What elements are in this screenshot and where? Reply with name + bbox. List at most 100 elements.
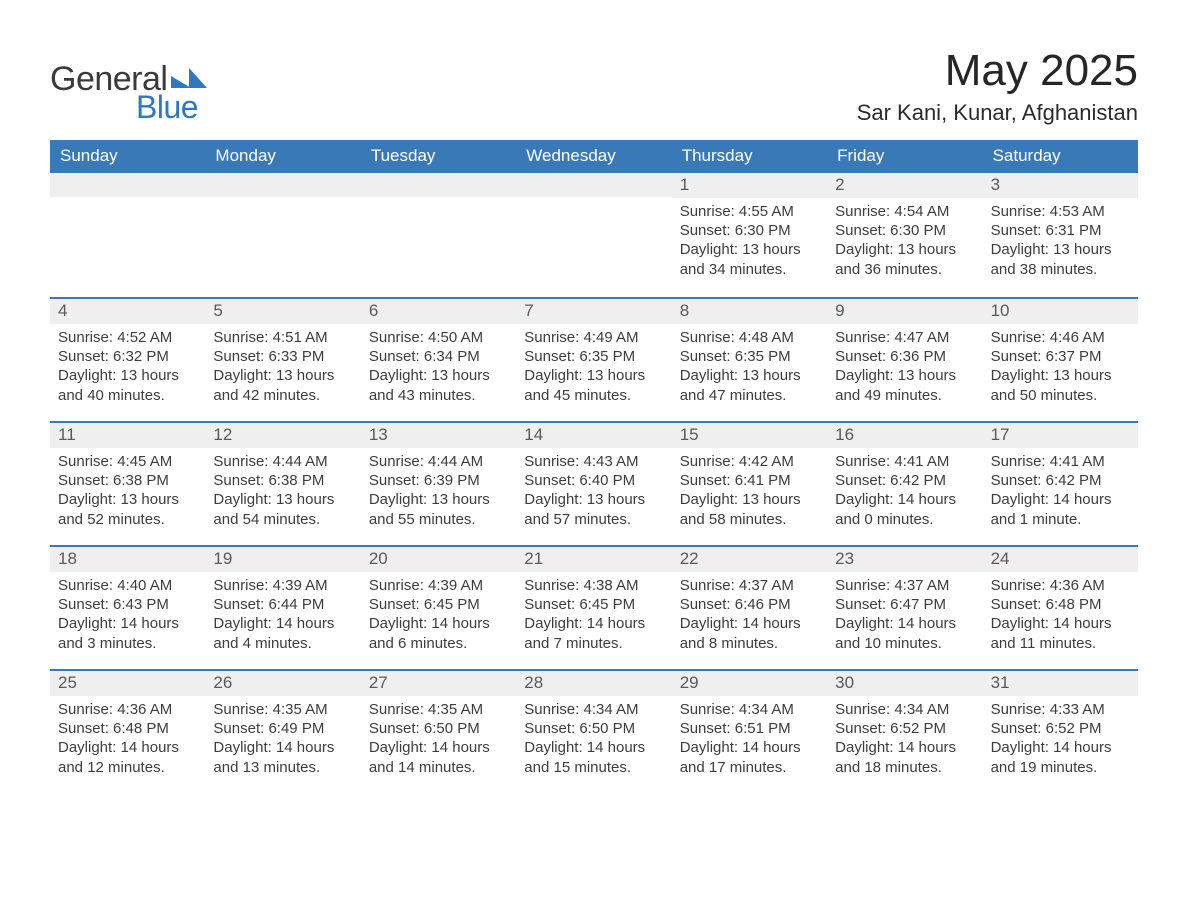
day-details: Sunrise: 4:49 AMSunset: 6:35 PMDaylight:… [516, 324, 671, 411]
sunrise-text: Sunrise: 4:44 AM [369, 452, 508, 471]
daylight-text: Daylight: 13 hours and 40 minutes. [58, 366, 197, 404]
calendar-page: General Blue May 2025 Sar Kani, Kunar, A… [0, 0, 1188, 918]
header-row: General Blue May 2025 Sar Kani, Kunar, A… [50, 46, 1138, 126]
month-title: May 2025 [857, 46, 1138, 96]
sunrise-text: Sunrise: 4:33 AM [991, 700, 1130, 719]
daylight-text: Daylight: 14 hours and 11 minutes. [991, 614, 1130, 652]
sunset-text: Sunset: 6:51 PM [680, 719, 819, 738]
calendar-cell: 7Sunrise: 4:49 AMSunset: 6:35 PMDaylight… [516, 297, 671, 421]
sunset-text: Sunset: 6:50 PM [524, 719, 663, 738]
day-details: Sunrise: 4:37 AMSunset: 6:46 PMDaylight:… [672, 572, 827, 659]
sunrise-text: Sunrise: 4:37 AM [680, 576, 819, 595]
sunset-text: Sunset: 6:45 PM [524, 595, 663, 614]
daylight-text: Daylight: 14 hours and 6 minutes. [369, 614, 508, 652]
calendar-cell [516, 173, 671, 297]
sunset-text: Sunset: 6:42 PM [835, 471, 974, 490]
calendar-cell: 27Sunrise: 4:35 AMSunset: 6:50 PMDayligh… [361, 669, 516, 793]
daylight-text: Daylight: 13 hours and 57 minutes. [524, 490, 663, 528]
sunset-text: Sunset: 6:41 PM [680, 471, 819, 490]
day-details: Sunrise: 4:38 AMSunset: 6:45 PMDaylight:… [516, 572, 671, 659]
calendar-cell: 19Sunrise: 4:39 AMSunset: 6:44 PMDayligh… [205, 545, 360, 669]
title-block: May 2025 Sar Kani, Kunar, Afghanistan [857, 46, 1138, 126]
sunset-text: Sunset: 6:38 PM [58, 471, 197, 490]
sunset-text: Sunset: 6:47 PM [835, 595, 974, 614]
daylight-text: Daylight: 14 hours and 7 minutes. [524, 614, 663, 652]
calendar-grid: SundayMondayTuesdayWednesdayThursdayFrid… [50, 140, 1138, 793]
sunrise-text: Sunrise: 4:51 AM [213, 328, 352, 347]
calendar-cell: 10Sunrise: 4:46 AMSunset: 6:37 PMDayligh… [983, 297, 1138, 421]
day-number: 23 [827, 547, 982, 572]
day-details: Sunrise: 4:36 AMSunset: 6:48 PMDaylight:… [50, 696, 205, 783]
calendar-cell: 30Sunrise: 4:34 AMSunset: 6:52 PMDayligh… [827, 669, 982, 793]
day-details: Sunrise: 4:34 AMSunset: 6:50 PMDaylight:… [516, 696, 671, 783]
day-details: Sunrise: 4:52 AMSunset: 6:32 PMDaylight:… [50, 324, 205, 411]
sunset-text: Sunset: 6:44 PM [213, 595, 352, 614]
day-details: Sunrise: 4:41 AMSunset: 6:42 PMDaylight:… [983, 448, 1138, 535]
sunset-text: Sunset: 6:50 PM [369, 719, 508, 738]
day-details: Sunrise: 4:35 AMSunset: 6:49 PMDaylight:… [205, 696, 360, 783]
day-number: 19 [205, 547, 360, 572]
sunrise-text: Sunrise: 4:34 AM [835, 700, 974, 719]
calendar-cell [50, 173, 205, 297]
day-details: Sunrise: 4:39 AMSunset: 6:45 PMDaylight:… [361, 572, 516, 659]
dayhead-sunday: Sunday [50, 140, 205, 173]
day-number: 28 [516, 671, 671, 696]
daylight-text: Daylight: 13 hours and 47 minutes. [680, 366, 819, 404]
dayhead-monday: Monday [205, 140, 360, 173]
day-details: Sunrise: 4:53 AMSunset: 6:31 PMDaylight:… [983, 198, 1138, 285]
daylight-text: Daylight: 13 hours and 55 minutes. [369, 490, 508, 528]
day-details: Sunrise: 4:42 AMSunset: 6:41 PMDaylight:… [672, 448, 827, 535]
day-details: Sunrise: 4:34 AMSunset: 6:51 PMDaylight:… [672, 696, 827, 783]
sunrise-text: Sunrise: 4:42 AM [680, 452, 819, 471]
dayhead-saturday: Saturday [983, 140, 1138, 173]
sunset-text: Sunset: 6:42 PM [991, 471, 1130, 490]
sunrise-text: Sunrise: 4:34 AM [524, 700, 663, 719]
calendar-cell: 21Sunrise: 4:38 AMSunset: 6:45 PMDayligh… [516, 545, 671, 669]
day-number: 13 [361, 423, 516, 448]
sunset-text: Sunset: 6:31 PM [991, 221, 1130, 240]
day-number: 26 [205, 671, 360, 696]
sunset-text: Sunset: 6:52 PM [991, 719, 1130, 738]
sunset-text: Sunset: 6:43 PM [58, 595, 197, 614]
location-subtitle: Sar Kani, Kunar, Afghanistan [857, 100, 1138, 126]
calendar-cell: 28Sunrise: 4:34 AMSunset: 6:50 PMDayligh… [516, 669, 671, 793]
daylight-text: Daylight: 13 hours and 42 minutes. [213, 366, 352, 404]
day-details: Sunrise: 4:35 AMSunset: 6:50 PMDaylight:… [361, 696, 516, 783]
day-number: 24 [983, 547, 1138, 572]
sunset-text: Sunset: 6:33 PM [213, 347, 352, 366]
sunrise-text: Sunrise: 4:45 AM [58, 452, 197, 471]
sunset-text: Sunset: 6:37 PM [991, 347, 1130, 366]
sunrise-text: Sunrise: 4:34 AM [680, 700, 819, 719]
sunrise-text: Sunrise: 4:53 AM [991, 202, 1130, 221]
sunrise-text: Sunrise: 4:38 AM [524, 576, 663, 595]
day-number: 16 [827, 423, 982, 448]
daylight-text: Daylight: 13 hours and 36 minutes. [835, 240, 974, 278]
logo-text-blue: Blue [136, 89, 207, 126]
day-details: Sunrise: 4:55 AMSunset: 6:30 PMDaylight:… [672, 198, 827, 285]
daylight-text: Daylight: 13 hours and 45 minutes. [524, 366, 663, 404]
daylight-text: Daylight: 13 hours and 50 minutes. [991, 366, 1130, 404]
sunset-text: Sunset: 6:36 PM [835, 347, 974, 366]
daylight-text: Daylight: 13 hours and 52 minutes. [58, 490, 197, 528]
dayhead-friday: Friday [827, 140, 982, 173]
sunrise-text: Sunrise: 4:55 AM [680, 202, 819, 221]
sunrise-text: Sunrise: 4:44 AM [213, 452, 352, 471]
calendar-cell: 6Sunrise: 4:50 AMSunset: 6:34 PMDaylight… [361, 297, 516, 421]
day-number [361, 173, 516, 197]
day-details: Sunrise: 4:39 AMSunset: 6:44 PMDaylight:… [205, 572, 360, 659]
sunset-text: Sunset: 6:38 PM [213, 471, 352, 490]
calendar-cell: 2Sunrise: 4:54 AMSunset: 6:30 PMDaylight… [827, 173, 982, 297]
sunset-text: Sunset: 6:39 PM [369, 471, 508, 490]
daylight-text: Daylight: 14 hours and 3 minutes. [58, 614, 197, 652]
calendar-cell: 4Sunrise: 4:52 AMSunset: 6:32 PMDaylight… [50, 297, 205, 421]
daylight-text: Daylight: 14 hours and 15 minutes. [524, 738, 663, 776]
daylight-text: Daylight: 14 hours and 13 minutes. [213, 738, 352, 776]
day-number: 8 [672, 299, 827, 324]
calendar-cell: 31Sunrise: 4:33 AMSunset: 6:52 PMDayligh… [983, 669, 1138, 793]
daylight-text: Daylight: 14 hours and 1 minute. [991, 490, 1130, 528]
sunrise-text: Sunrise: 4:41 AM [835, 452, 974, 471]
sunrise-text: Sunrise: 4:35 AM [369, 700, 508, 719]
calendar-cell: 11Sunrise: 4:45 AMSunset: 6:38 PMDayligh… [50, 421, 205, 545]
sunset-text: Sunset: 6:32 PM [58, 347, 197, 366]
daylight-text: Daylight: 13 hours and 49 minutes. [835, 366, 974, 404]
